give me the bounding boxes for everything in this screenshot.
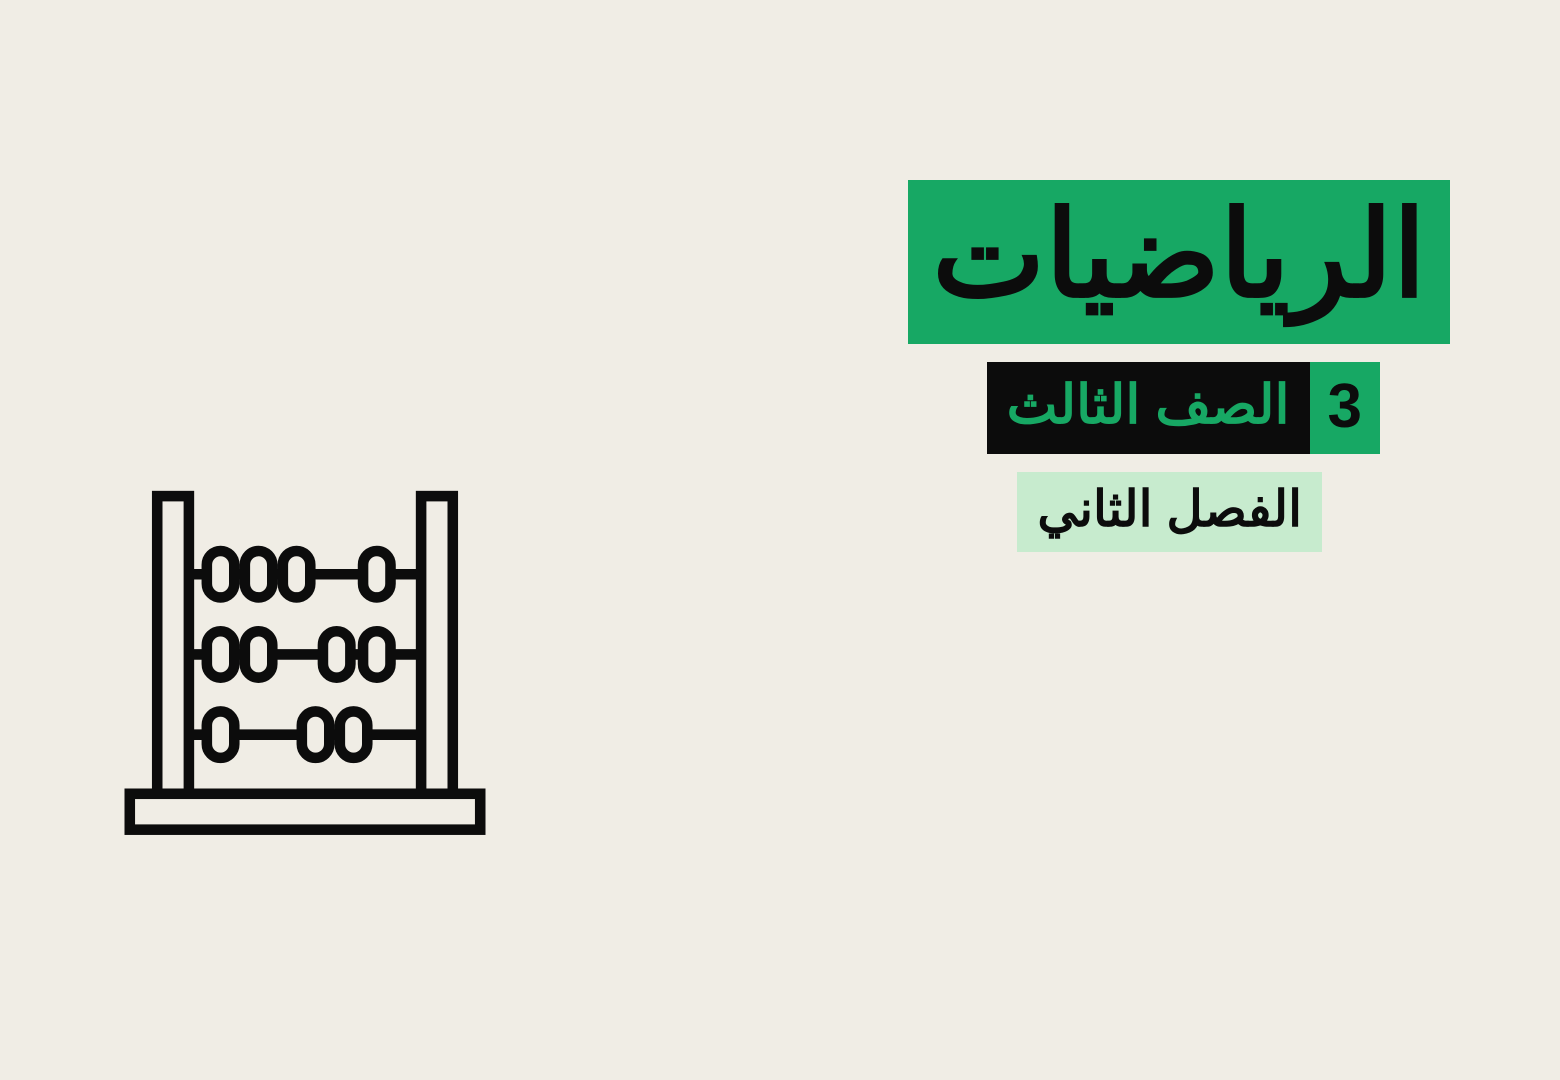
course-card: الرياضيات 3 الصف الثالث الفصل الثاني <box>0 0 1560 1080</box>
subject-title: الرياضيات <box>908 180 1450 344</box>
grade-row: 3 الصف الثالث <box>987 362 1380 454</box>
text-stack: الرياضيات 3 الصف الثالث الفصل الثاني <box>908 180 1450 552</box>
grade-number-badge: 3 <box>1310 362 1380 454</box>
grade-label: الصف الثالث <box>987 362 1310 454</box>
abacus-icon <box>115 485 495 845</box>
semester-label: الفصل الثاني <box>1017 472 1322 552</box>
